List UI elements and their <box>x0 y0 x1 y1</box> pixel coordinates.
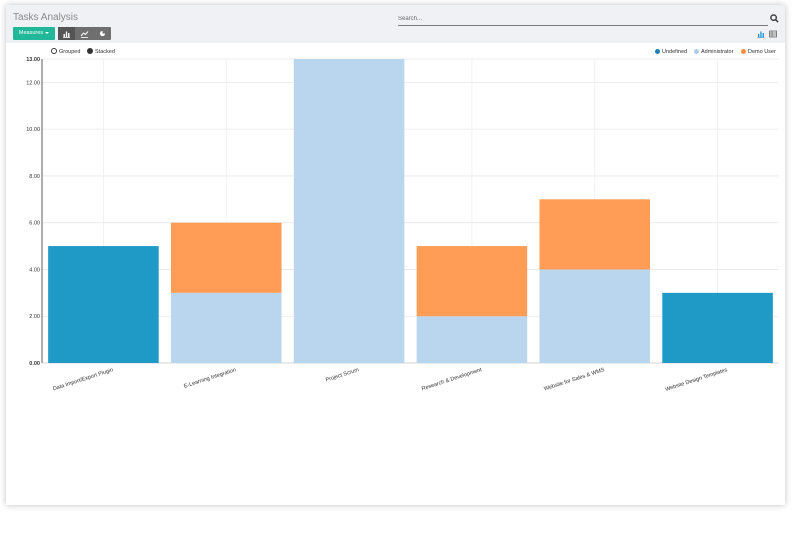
legend-label: Demo User <box>748 49 776 55</box>
search-input[interactable] <box>398 13 758 25</box>
bar-administrator <box>293 59 405 363</box>
y-tick-label: 2.00 <box>29 314 40 320</box>
bar-administrator <box>416 316 528 363</box>
y-tick-label: 6.00 <box>29 221 40 227</box>
x-tick-label: Website for Sales & WMS <box>543 367 605 392</box>
legend-swatch <box>694 49 699 54</box>
bar-demo-user <box>539 199 651 270</box>
legend-item-demo-user[interactable]: Demo User <box>741 48 776 56</box>
legend-label: Undefined <box>662 49 688 55</box>
app-window: Tasks Analysis Measures <box>6 5 785 505</box>
bar-undefined <box>662 292 773 363</box>
pie-chart-icon <box>99 30 106 37</box>
x-tick-label: Data Import/Export Plugin <box>52 367 114 392</box>
pivot-view-icon[interactable] <box>769 30 777 38</box>
legend-item-administrator[interactable]: Administrator <box>694 48 733 56</box>
legend-swatch <box>741 49 746 54</box>
grouped-option[interactable]: Grouped <box>51 48 80 56</box>
bar-undefined <box>48 246 159 363</box>
legend-label: Administrator <box>701 49 734 55</box>
legend-item-undefined[interactable]: Undefined <box>655 48 687 56</box>
line-chart-icon <box>80 31 89 38</box>
bar-administrator <box>539 269 651 363</box>
graph-view-icon[interactable] <box>757 30 765 38</box>
legend-swatch <box>655 49 660 54</box>
measures-button[interactable]: Measures <box>13 27 55 40</box>
y-tick-label: 4.00 <box>29 267 40 273</box>
grouped-label: Grouped <box>59 49 81 55</box>
page-title: Tasks Analysis <box>13 12 79 23</box>
search-bar[interactable] <box>398 13 768 26</box>
x-tick-label: E-Learning Integration <box>183 367 237 390</box>
stacked-option[interactable]: Stacked <box>87 48 115 56</box>
chart-mode-group <box>58 27 111 40</box>
y-tick-label: 8.00 <box>29 174 40 180</box>
grouped-radio[interactable] <box>51 48 57 54</box>
bar-chart-icon <box>63 31 70 38</box>
bar-demo-user <box>170 222 282 293</box>
stacked-radio[interactable] <box>87 48 93 54</box>
search-icon[interactable] <box>770 14 779 23</box>
bar-chart: 0.00 2.00 4.00 6.00 8.00 10.00 12.00 13.00 Data … <box>26 57 779 393</box>
measures-label: Measures <box>18 30 44 36</box>
control-panel: Tasks Analysis Measures <box>6 5 785 43</box>
x-tick-label: Research & Development <box>421 367 483 392</box>
bar-demo-user <box>416 246 528 317</box>
bar-chart-button[interactable] <box>58 27 75 40</box>
x-tick-label: Project Scrum <box>325 367 360 384</box>
y-tick-label: 10.00 <box>26 127 40 133</box>
line-chart-button[interactable] <box>76 27 93 40</box>
stacked-label: Stacked <box>95 49 115 55</box>
x-tick-label: Website Design Templates <box>665 367 729 393</box>
y-tick-label: 0.00 <box>29 361 40 367</box>
y-tick-label: 13.00 <box>26 57 40 63</box>
y-tick-label: 12.00 <box>26 80 40 86</box>
pie-chart-button[interactable] <box>94 27 111 40</box>
bar-administrator <box>170 292 282 363</box>
caret-down-icon <box>45 31 50 34</box>
